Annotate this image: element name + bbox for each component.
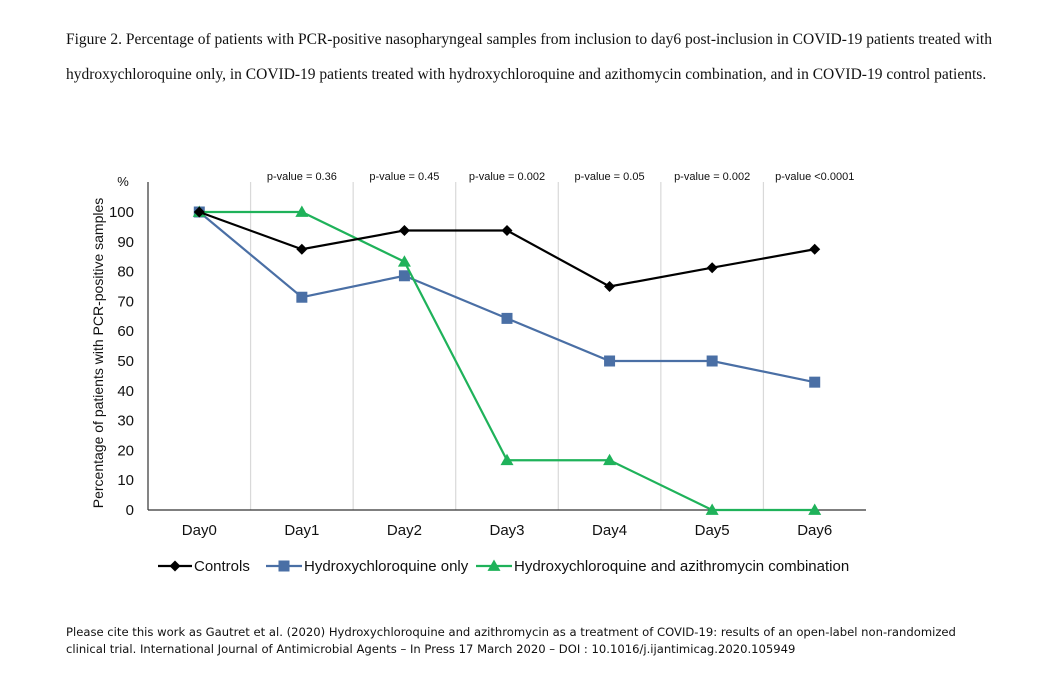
y-tick-label: 40 <box>117 383 134 400</box>
p-value-label: p-value = 0.002 <box>674 171 750 183</box>
x-tick-labels: Day0 Day1 Day2 Day3 Day4 Day5 Day6 <box>182 522 832 539</box>
data-point <box>706 262 718 274</box>
p-value-label: p-value = 0.05 <box>575 171 645 183</box>
legend-marker <box>278 560 290 572</box>
x-tick-label: Day1 <box>284 522 319 539</box>
p-value-annotations: p-value = 0.36 p-value = 0.45 p-value = 0.… <box>267 171 854 183</box>
series-line <box>198 211 815 384</box>
data-point <box>501 312 513 324</box>
p-value-label: p-value = 0.36 <box>267 171 337 183</box>
p-value-label: p-value <0.0001 <box>775 171 854 183</box>
data-point <box>501 224 513 236</box>
y-tick-label: 90 <box>117 234 134 251</box>
data-point <box>500 453 514 466</box>
y-unit-label: % <box>117 174 129 189</box>
data-point <box>397 255 411 267</box>
legend-label: Hydroxychloroquine and azithromycin comb… <box>514 558 849 575</box>
y-tick-label: 80 <box>117 264 134 281</box>
series-line <box>199 210 815 512</box>
y-tick-labels: 0 10 20 30 40 50 60 70 80 90 100 <box>109 204 134 519</box>
y-tick-label: 70 <box>117 293 134 310</box>
p-value-label: p-value = 0.002 <box>469 171 545 183</box>
x-tick-label: Day2 <box>387 522 422 539</box>
citation-note: Please cite this work as Gautret et al. … <box>66 625 956 656</box>
y-tick-label: 10 <box>117 472 134 489</box>
y-tick-label: 30 <box>117 413 134 430</box>
legend: Controls Hydroxychloroquine only Hydroxych… <box>158 558 849 575</box>
y-tick-label: 100 <box>109 204 134 221</box>
x-tick-label: Day5 <box>695 522 730 539</box>
data-point <box>398 270 410 282</box>
y-axis-label: Percentage of patients with PCR-positive… <box>90 198 106 508</box>
series-line <box>198 210 815 288</box>
data-point <box>809 376 821 388</box>
data-point <box>398 224 410 236</box>
y-tick-label: 50 <box>117 353 134 370</box>
data-point <box>603 453 617 466</box>
y-tick-label: 20 <box>117 442 134 459</box>
data-point <box>296 291 308 303</box>
legend-marker <box>487 559 501 571</box>
figure-caption: Figure 2. Percentage of patients with PC… <box>66 31 992 83</box>
y-tick-label: 0 <box>126 502 134 519</box>
data-point <box>193 206 205 218</box>
series-lines <box>192 205 822 515</box>
x-tick-label: Day3 <box>489 522 524 539</box>
data-point <box>705 503 719 515</box>
x-tick-label: Day4 <box>592 522 627 539</box>
legend-label: Hydroxychloroquine only <box>304 558 469 575</box>
data-point <box>706 355 718 367</box>
data-point <box>809 243 821 255</box>
data-point <box>808 503 822 515</box>
legend-marker <box>169 560 181 572</box>
x-tick-label: Day0 <box>182 522 217 539</box>
legend-label: Controls <box>194 558 250 575</box>
data-point <box>604 355 616 367</box>
p-value-label: p-value = 0.45 <box>369 171 439 183</box>
data-point <box>296 243 308 255</box>
x-tick-label: Day6 <box>797 522 832 539</box>
data-point <box>295 205 309 217</box>
y-tick-label: 60 <box>117 323 134 340</box>
data-point <box>604 281 616 292</box>
